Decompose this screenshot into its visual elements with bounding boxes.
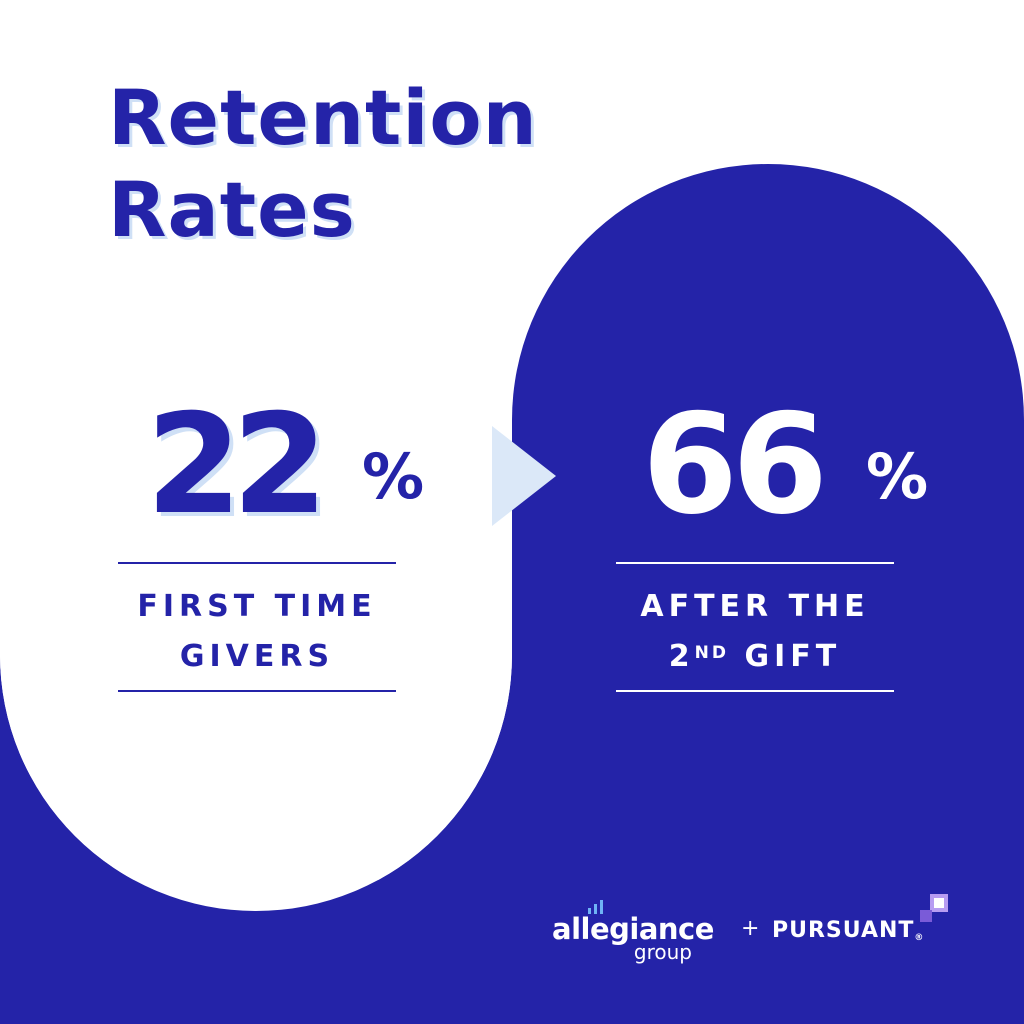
first-time-caption: FIRST TIME GIVERS <box>118 582 396 682</box>
second-gift-value: 66 <box>642 384 828 545</box>
play-arrow-icon <box>492 426 556 526</box>
page-title: Retention Rates <box>108 72 538 256</box>
pursuant-logo: PURSUANT® <box>772 918 924 943</box>
pursuant-wordmark: PURSUANT <box>772 918 915 943</box>
ordinal-suffix: ND <box>694 643 730 663</box>
allegiance-group-logo: allegiance group <box>552 912 714 962</box>
white-arch-shape <box>0 0 512 911</box>
second-gift-caption-line-2: 2ND GIFT <box>606 632 904 682</box>
allegiance-bars-icon <box>588 900 603 914</box>
logo-plus-sign: + <box>741 916 760 941</box>
gift-word: GIFT <box>729 639 842 674</box>
blue-arch-shape <box>512 164 1024 1024</box>
pursuant-plus-icon <box>920 894 948 922</box>
right-top-divider <box>616 562 894 564</box>
title-line-2: Rates <box>108 165 356 254</box>
first-time-percent-sign: % <box>362 440 425 513</box>
second-gift-percent-sign: % <box>866 440 929 513</box>
title-line-1: Retention <box>108 73 538 162</box>
registered-mark: ® <box>914 933 925 943</box>
allegiance-wordmark: allegiance <box>552 912 714 946</box>
first-time-caption-line-1: FIRST TIME <box>137 589 377 624</box>
left-top-divider <box>118 562 396 564</box>
first-time-value: 22 <box>146 384 328 545</box>
first-time-caption-line-2: GIVERS <box>179 639 335 674</box>
left-bottom-divider <box>118 690 396 692</box>
right-bottom-divider <box>616 690 894 692</box>
allegiance-group-word: group <box>633 940 692 964</box>
ordinal-number: 2 <box>668 639 695 674</box>
second-gift-caption-line-1: AFTER THE <box>640 589 870 624</box>
second-gift-caption: AFTER THE 2ND GIFT <box>606 582 904 682</box>
blue-bottom-fill <box>0 880 1024 1024</box>
